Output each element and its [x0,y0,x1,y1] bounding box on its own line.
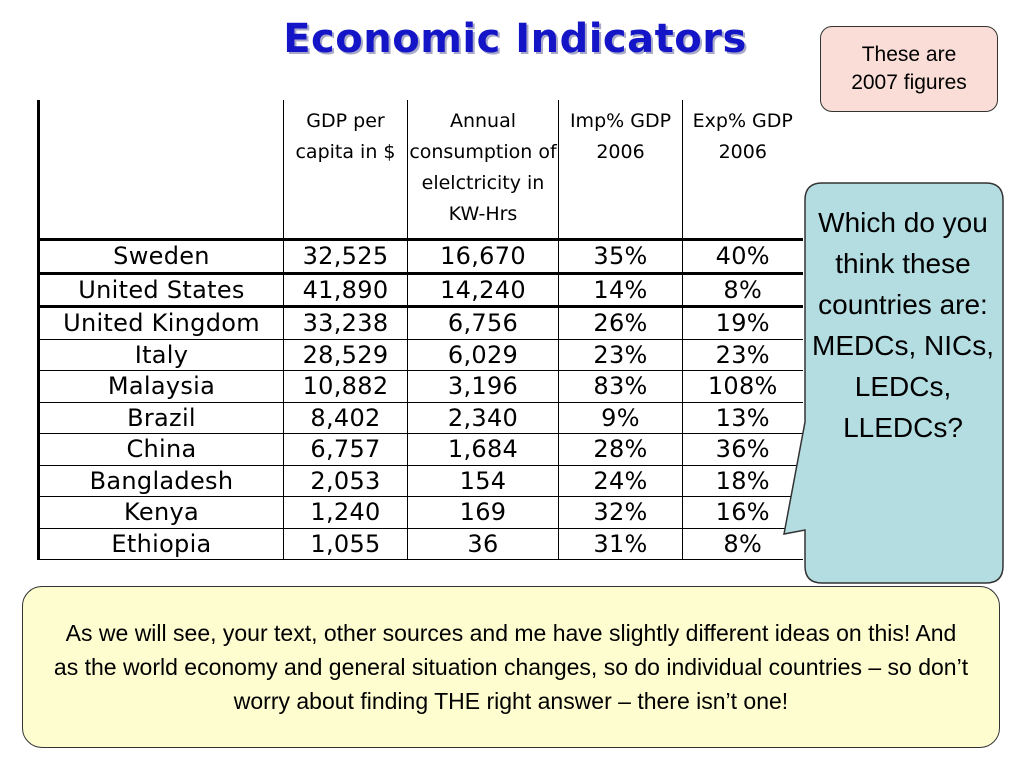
gdp-cell: 10,882 [283,370,408,403]
imports-cell: 35% [558,239,683,275]
table-row: Kenya 1,240 169 32% 16% [37,496,803,529]
question-text: Which do you think these countries are: … [812,207,994,443]
electricity-cell: 6,756 [407,306,559,340]
imports-cell: 28% [558,433,683,466]
imports-cell: 26% [558,306,683,340]
country-cell: United States [37,273,284,308]
table-row: Malaysia 10,882 3,196 83% 108% [37,370,803,403]
header-exports: Exp% GDP 2006 [682,100,803,241]
gdp-cell: 28,529 [283,339,408,371]
imports-cell: 9% [558,402,683,434]
gdp-cell: 41,890 [283,273,408,308]
table-row: Italy 28,529 6,029 23% 23% [37,339,803,371]
exports-cell: 18% [682,465,803,497]
electricity-cell: 36 [407,528,559,560]
indicators-table: GDP per capita in $ Annual consumption o… [37,100,803,560]
header-country [37,100,284,241]
country-cell: Sweden [37,239,284,275]
table-row: China 6,757 1,684 28% 36% [37,433,803,466]
exports-cell: 19% [682,306,803,340]
exports-cell: 13% [682,402,803,434]
imports-cell: 14% [558,273,683,308]
header-imports: Imp% GDP 2006 [558,100,683,241]
table-row: United States 41,890 14,240 14% 8% [37,273,803,308]
gdp-cell: 1,055 [283,528,408,560]
imports-cell: 31% [558,528,683,560]
country-cell: Kenya [37,496,284,529]
country-cell: China [37,433,284,466]
country-cell: United Kingdom [37,306,284,340]
year-note-text: These are 2007 figures [851,43,967,94]
electricity-cell: 169 [407,496,559,529]
year-note-box: These are 2007 figures [820,26,998,112]
question-speech-bubble: Which do you think these countries are: … [783,182,1004,584]
exports-cell: 16% [682,496,803,529]
exports-cell: 23% [682,339,803,371]
electricity-cell: 154 [407,465,559,497]
exports-cell: 108% [682,370,803,403]
country-cell: Brazil [37,402,284,434]
gdp-cell: 8,402 [283,402,408,434]
electricity-cell: 1,684 [407,433,559,466]
imports-cell: 83% [558,370,683,403]
gdp-cell: 6,757 [283,433,408,466]
header-electricity: Annual consumption of elelctricity in KW… [407,100,559,241]
header-gdp: GDP per capita in $ [283,100,408,241]
imports-cell: 23% [558,339,683,371]
exports-cell: 40% [682,239,803,275]
indicators-table-container: GDP per capita in $ Annual consumption o… [37,100,803,560]
footer-note-text: As we will see, your text, other sources… [53,620,969,714]
gdp-cell: 33,238 [283,306,408,340]
country-cell: Italy [37,339,284,371]
exports-cell: 8% [682,528,803,560]
country-cell: Malaysia [37,370,284,403]
gdp-cell: 32,525 [283,239,408,275]
table-row: Ethiopia 1,055 36 31% 8% [37,528,803,560]
table-row: Brazil 8,402 2,340 9% 13% [37,402,803,434]
exports-cell: 36% [682,433,803,466]
electricity-cell: 16,670 [407,239,559,275]
electricity-cell: 3,196 [407,370,559,403]
gdp-cell: 2,053 [283,465,408,497]
exports-cell: 8% [682,273,803,308]
imports-cell: 24% [558,465,683,497]
country-cell: Bangladesh [37,465,284,497]
slide-title: Economic Indicators [283,16,747,62]
electricity-cell: 14,240 [407,273,559,308]
table-row: United Kingdom 33,238 6,756 26% 19% [37,306,803,340]
footer-note-box: As we will see, your text, other sources… [22,586,1000,748]
imports-cell: 32% [558,496,683,529]
speech-bubble-shape [783,182,1004,584]
electricity-cell: 6,029 [407,339,559,371]
table-header-row: GDP per capita in $ Annual consumption o… [37,100,803,241]
table-row: Bangladesh 2,053 154 24% 18% [37,465,803,497]
table-row: Sweden 32,525 16,670 35% 40% [37,239,803,275]
electricity-cell: 2,340 [407,402,559,434]
gdp-cell: 1,240 [283,496,408,529]
country-cell: Ethiopia [37,528,284,560]
